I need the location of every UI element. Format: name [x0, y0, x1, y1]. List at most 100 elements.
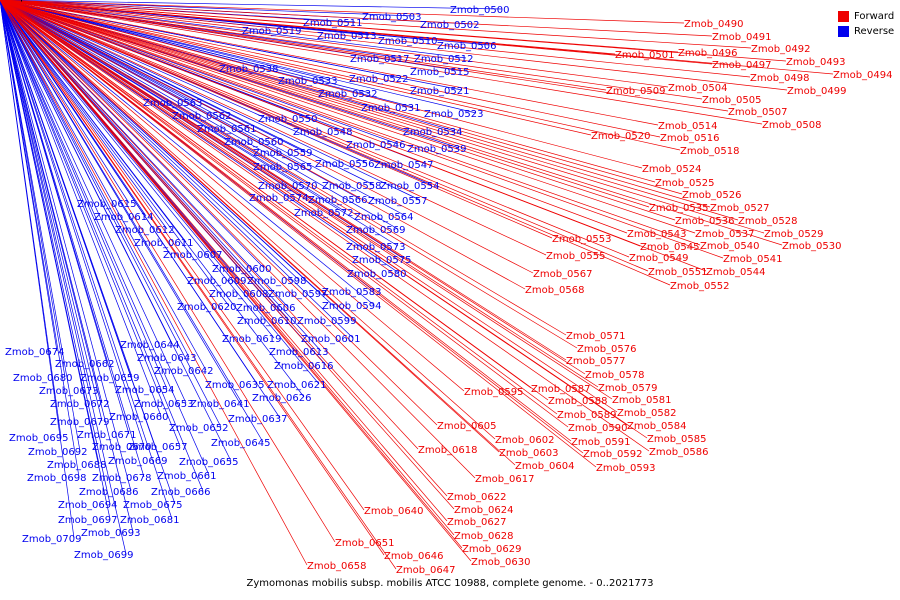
gene-label[interactable]: Zmob_0589: [557, 410, 617, 421]
gene-label[interactable]: Zmob_0594: [322, 301, 382, 312]
gene-label[interactable]: Zmob_0527: [710, 203, 770, 214]
gene-label[interactable]: Zmob_0538: [219, 64, 279, 75]
gene-label[interactable]: Zmob_0553: [552, 234, 612, 245]
gene-label[interactable]: Zmob_0666: [151, 487, 211, 498]
gene-label[interactable]: Zmob_0620: [177, 302, 237, 313]
gene-label[interactable]: Zmob_0607: [163, 250, 223, 261]
gene-label[interactable]: Zmob_0570: [258, 181, 318, 192]
gene-label[interactable]: Zmob_0613: [269, 347, 329, 358]
gene-label[interactable]: Zmob_0581: [612, 395, 672, 406]
gene-label[interactable]: Zmob_0629: [462, 544, 522, 555]
gene-label[interactable]: Zmob_0508: [762, 120, 822, 131]
gene-label[interactable]: Zmob_0572: [294, 208, 354, 219]
gene-label[interactable]: Zmob_0569: [346, 225, 406, 236]
gene-label[interactable]: Zmob_0523: [424, 109, 484, 120]
gene-label[interactable]: Zmob_0529: [764, 229, 824, 240]
gene-label[interactable]: Zmob_0543: [627, 229, 687, 240]
gene-label[interactable]: Zmob_0614: [94, 212, 154, 223]
gene-label[interactable]: Zmob_0559: [253, 148, 313, 159]
gene-label[interactable]: Zmob_0621: [267, 380, 327, 391]
gene-label[interactable]: Zmob_0582: [617, 408, 677, 419]
gene-label[interactable]: Zmob_0505: [702, 95, 762, 106]
gene-label[interactable]: Zmob_0583: [322, 287, 382, 298]
gene-label[interactable]: Zmob_0606: [236, 303, 296, 314]
gene-label[interactable]: Zmob_0551: [648, 267, 708, 278]
gene-label[interactable]: Zmob_0509: [606, 86, 666, 97]
gene-label[interactable]: Zmob_0563: [143, 98, 203, 109]
gene-label[interactable]: Zmob_0585: [647, 434, 707, 445]
gene-label[interactable]: Zmob_0498: [750, 73, 810, 84]
gene-label[interactable]: Zmob_0642: [154, 366, 214, 377]
gene-label[interactable]: Zmob_0643: [137, 353, 197, 364]
gene-label[interactable]: Zmob_0497: [712, 60, 772, 71]
gene-label[interactable]: Zmob_0516: [660, 133, 720, 144]
gene-label[interactable]: Zmob_0646: [384, 551, 444, 562]
gene-label[interactable]: Zmob_0556: [315, 159, 375, 170]
gene-label[interactable]: Zmob_0520: [591, 131, 651, 142]
gene-label[interactable]: Zmob_0619: [222, 334, 282, 345]
gene-label[interactable]: Zmob_0601: [301, 334, 361, 345]
gene-label[interactable]: Zmob_0697: [58, 515, 118, 526]
gene-label[interactable]: Zmob_0554: [380, 181, 440, 192]
gene-label[interactable]: Zmob_0540: [700, 241, 760, 252]
gene-label[interactable]: Zmob_0709: [22, 534, 82, 545]
gene-label[interactable]: Zmob_0522: [349, 74, 409, 85]
gene-label[interactable]: Zmob_0640: [364, 506, 424, 517]
gene-label[interactable]: Zmob_0521: [410, 86, 470, 97]
gene-label[interactable]: Zmob_0686: [79, 487, 139, 498]
gene-label[interactable]: Zmob_0674: [5, 347, 65, 358]
gene-label[interactable]: Zmob_0675: [123, 500, 183, 511]
gene-label[interactable]: Zmob_0688: [47, 460, 107, 471]
gene-label[interactable]: Zmob_0560: [224, 137, 284, 148]
gene-label[interactable]: Zmob_0699: [74, 550, 134, 561]
gene-label[interactable]: Zmob_0548: [293, 127, 353, 138]
gene-label[interactable]: Zmob_0655: [179, 457, 239, 468]
gene-label[interactable]: Zmob_0662: [55, 359, 115, 370]
gene-label[interactable]: Zmob_0692: [28, 447, 88, 458]
gene-label[interactable]: Zmob_0681: [120, 515, 180, 526]
gene-label[interactable]: Zmob_0651: [335, 538, 395, 549]
gene-label[interactable]: Zmob_0492: [751, 44, 811, 55]
gene-label[interactable]: Zmob_0579: [598, 383, 658, 394]
gene-label[interactable]: Zmob_0503: [362, 12, 422, 23]
gene-label[interactable]: Zmob_0511: [303, 18, 363, 29]
gene-label[interactable]: Zmob_0669: [108, 456, 168, 467]
gene-label[interactable]: Zmob_0510: [378, 36, 438, 47]
gene-label[interactable]: Zmob_0496: [678, 48, 738, 59]
gene-label[interactable]: Zmob_0630: [471, 557, 531, 568]
gene-label[interactable]: Zmob_0587: [531, 384, 591, 395]
gene-label[interactable]: Zmob_0590: [568, 423, 628, 434]
gene-label[interactable]: Zmob_0598: [247, 276, 307, 287]
gene-label[interactable]: Zmob_0506: [437, 41, 497, 52]
gene-label[interactable]: Zmob_0552: [670, 281, 730, 292]
gene-label[interactable]: Zmob_0536: [675, 216, 735, 227]
gene-label[interactable]: Zmob_0547: [374, 160, 434, 171]
gene-label[interactable]: Zmob_0514: [658, 121, 718, 132]
gene-label[interactable]: Zmob_0612: [115, 225, 175, 236]
gene-label[interactable]: Zmob_0618: [418, 445, 478, 456]
gene-label[interactable]: Zmob_0658: [307, 561, 367, 572]
gene-label[interactable]: Zmob_0595: [464, 387, 524, 398]
gene-label[interactable]: Zmob_0575: [352, 255, 412, 266]
gene-label[interactable]: Zmob_0530: [782, 241, 842, 252]
gene-label[interactable]: Zmob_0660: [109, 412, 169, 423]
gene-label[interactable]: Zmob_0566: [308, 195, 368, 206]
gene-label[interactable]: Zmob_0562: [172, 111, 232, 122]
gene-label[interactable]: Zmob_0557: [368, 196, 428, 207]
gene-label[interactable]: Zmob_0507: [728, 107, 788, 118]
gene-label[interactable]: Zmob_0493: [786, 57, 846, 68]
gene-label[interactable]: Zmob_0555: [546, 251, 606, 262]
gene-label[interactable]: Zmob_0693: [81, 528, 141, 539]
gene-label[interactable]: Zmob_0513: [317, 31, 377, 42]
gene-label[interactable]: Zmob_0695: [9, 433, 69, 444]
gene-label[interactable]: Zmob_0571: [566, 331, 626, 342]
gene-label[interactable]: Zmob_0567: [533, 269, 593, 280]
gene-label[interactable]: Zmob_0671: [77, 430, 137, 441]
gene-label[interactable]: Zmob_0533: [278, 76, 338, 87]
gene-label[interactable]: Zmob_0568: [525, 285, 585, 296]
gene-label[interactable]: Zmob_0628: [454, 531, 514, 542]
gene-label[interactable]: Zmob_0679: [50, 417, 110, 428]
gene-label[interactable]: Zmob_0647: [396, 565, 456, 576]
gene-label[interactable]: Zmob_0525: [655, 178, 715, 189]
gene-label[interactable]: Zmob_0500: [450, 5, 510, 16]
